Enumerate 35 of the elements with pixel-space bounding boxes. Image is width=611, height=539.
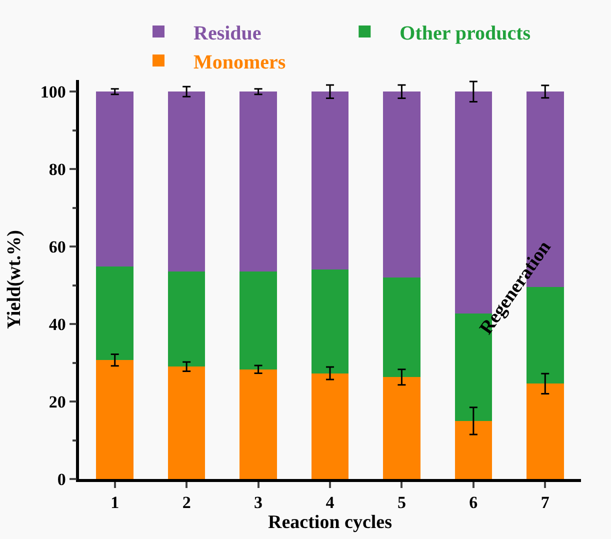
- y-tick-label: 40: [48, 315, 66, 334]
- bar: [240, 369, 277, 479]
- bar: [383, 92, 420, 278]
- y-axis-title: Yield(wt.%): [4, 230, 26, 330]
- bar: [240, 92, 277, 272]
- bar: [240, 271, 277, 370]
- y-tick-label: 0: [57, 470, 66, 489]
- bar: [96, 266, 134, 360]
- x-tick-label: 2: [182, 493, 191, 512]
- x-tick-label: 4: [326, 493, 335, 512]
- x-tick-label: 6: [469, 493, 478, 512]
- legend-label: Other products: [400, 22, 531, 44]
- bar: [168, 366, 206, 479]
- bar: [383, 377, 420, 479]
- bar: [96, 360, 134, 479]
- bar: [311, 92, 349, 270]
- x-axis-title: Reaction cycles: [268, 512, 392, 534]
- bar: [168, 92, 206, 272]
- y-tick-label: 100: [40, 82, 66, 102]
- y-tick-label: 20: [48, 392, 66, 412]
- bar: [383, 278, 420, 378]
- x-tick-label: 7: [540, 493, 550, 512]
- bar: [526, 384, 564, 479]
- bar: [454, 420, 492, 479]
- bar: [168, 271, 206, 367]
- legend-label: Monomers: [194, 51, 286, 74]
- bar: [96, 92, 134, 267]
- bar: [311, 373, 349, 479]
- y-tick-label: 80: [48, 160, 66, 180]
- y-tick-label: 60: [48, 238, 66, 257]
- x-tick-label: 5: [397, 493, 406, 512]
- bar: [311, 269, 349, 374]
- legend-label: Residue: [194, 22, 262, 44]
- x-tick-label: 1: [110, 493, 120, 512]
- x-tick-label: 3: [254, 493, 263, 512]
